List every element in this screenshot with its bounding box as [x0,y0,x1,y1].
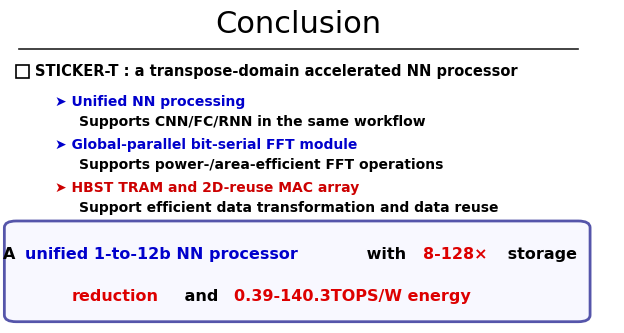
Text: reduction: reduction [72,289,159,304]
FancyBboxPatch shape [16,66,29,78]
Text: 8-128×: 8-128× [423,247,487,262]
Text: with: with [361,247,411,262]
Text: unified 1-to-12b NN processor: unified 1-to-12b NN processor [25,247,298,262]
Text: A: A [3,247,21,262]
Text: ➤ Unified NN processing: ➤ Unified NN processing [55,95,245,109]
Text: Supports CNN/FC/RNN in the same workflow: Supports CNN/FC/RNN in the same workflow [79,115,426,129]
Text: storage: storage [502,247,577,262]
Text: Supports power-/area-efficient FFT operations: Supports power-/area-efficient FFT opera… [79,158,443,172]
Text: 0.39-140.3TOPS/W energy: 0.39-140.3TOPS/W energy [234,289,471,304]
Text: ➤ Global-parallel bit-serial FFT module: ➤ Global-parallel bit-serial FFT module [55,138,358,152]
Text: Conclusion: Conclusion [216,10,382,39]
Text: STICKER-T : a transpose-domain accelerated NN processor: STICKER-T : a transpose-domain accelerat… [36,64,518,79]
Text: Support efficient data transformation and data reuse: Support efficient data transformation an… [79,201,498,215]
Text: ➤ HBST TRAM and 2D-reuse MAC array: ➤ HBST TRAM and 2D-reuse MAC array [55,181,359,195]
Text: and: and [179,289,224,304]
FancyBboxPatch shape [4,221,590,322]
